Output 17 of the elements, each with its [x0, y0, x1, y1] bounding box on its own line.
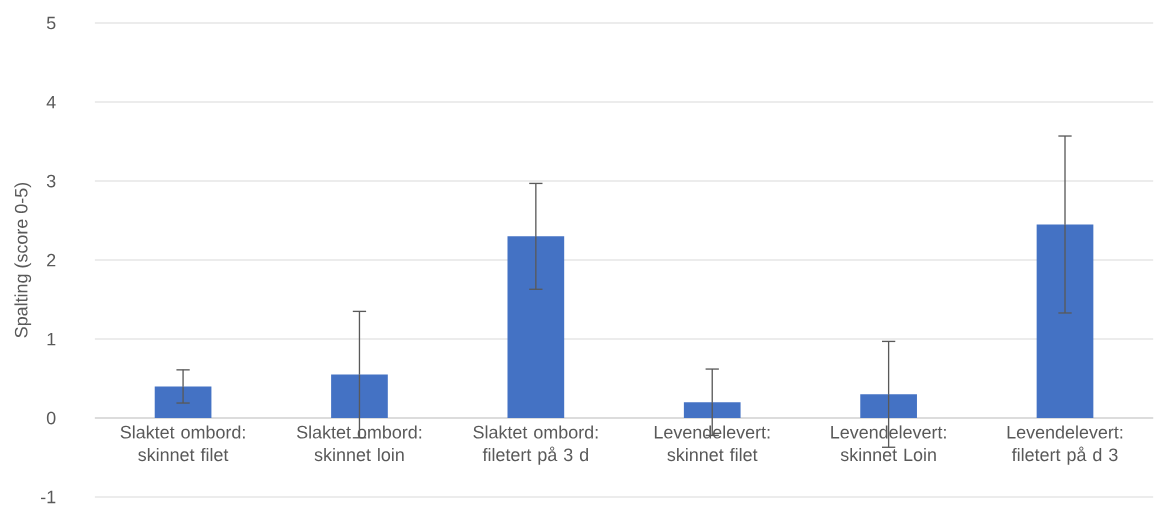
x-tick-label: Slaktet ombord: filetert på 3 d — [473, 425, 598, 465]
y-tick-label: 0 — [46, 411, 56, 425]
y-tick-label: 5 — [46, 16, 56, 30]
bar — [154, 386, 212, 419]
y-tick-label: 1 — [47, 332, 56, 346]
bar — [331, 374, 388, 419]
y-tick-label: -1 — [41, 490, 56, 504]
y-tick-label: 3 — [46, 174, 56, 188]
bar — [507, 236, 565, 419]
bar — [1036, 224, 1094, 419]
bar — [860, 394, 917, 419]
y-tick-label: 4 — [46, 95, 56, 109]
x-tick-label: Slaktet ombord: skinnet filet — [120, 425, 245, 462]
y-tick-label: 2 — [47, 253, 56, 267]
y-axis-title: Spalting (score 0-5) — [14, 183, 32, 338]
bar — [683, 402, 741, 419]
x-tick-label: Levendelevert: filetert på d 3 — [1007, 425, 1123, 465]
